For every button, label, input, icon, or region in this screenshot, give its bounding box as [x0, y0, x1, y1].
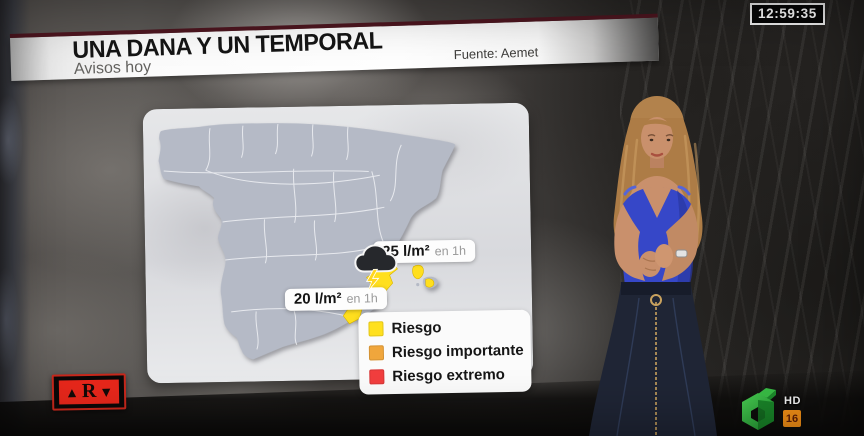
broadcast-clock: 12:59:35: [750, 3, 825, 25]
weather-map-panel: 25 l/m² en 1h 20 l/m² en 1h Riesgo Riesg…: [142, 102, 534, 395]
legend-item-riesgo-extremo: Riesgo extremo: [369, 366, 521, 386]
legend-swatch-orange: [368, 345, 385, 361]
presenter-skirt: [589, 282, 717, 436]
storm-cloud-icon: [354, 244, 398, 292]
arv-up-triangle: ▲: [64, 384, 80, 401]
legend-item-riesgo-importante: Riesgo importante: [368, 342, 524, 362]
rainfall-period: en 1h: [434, 243, 467, 259]
presenter-arms: [614, 204, 699, 281]
rainfall-value: 20 l/m²: [293, 289, 342, 308]
legend-item-riesgo: Riesgo: [368, 318, 520, 338]
legend-swatch-red: [369, 369, 385, 385]
warning-zone-mallorca: [425, 278, 435, 288]
wristwatch: [675, 249, 688, 258]
arv-down-triangle: ▼: [99, 383, 114, 400]
zipper-ring: [650, 294, 662, 306]
arv-letter: R: [81, 379, 97, 403]
island-formentera: [416, 283, 420, 287]
province-borders: [163, 123, 402, 350]
hd-badge: HD: [784, 395, 801, 407]
lasexta-logo: [742, 388, 776, 430]
presenter-face: [640, 117, 674, 168]
map-legend: Riesgo Riesgo importante Riesgo extremo: [358, 309, 532, 395]
rainfall-period: en 1h: [346, 291, 378, 306]
headline-subtitle: Avisos hoy: [73, 58, 152, 79]
legend-swatch-yellow: [368, 321, 384, 337]
source-credit: Fuente: Aemet: [453, 44, 539, 63]
warning-zone-ibiza: [412, 264, 424, 280]
presenter: [589, 96, 717, 436]
arv-logo: ▲ R ▼: [51, 373, 127, 411]
age-rating-badge: 16: [783, 410, 801, 427]
